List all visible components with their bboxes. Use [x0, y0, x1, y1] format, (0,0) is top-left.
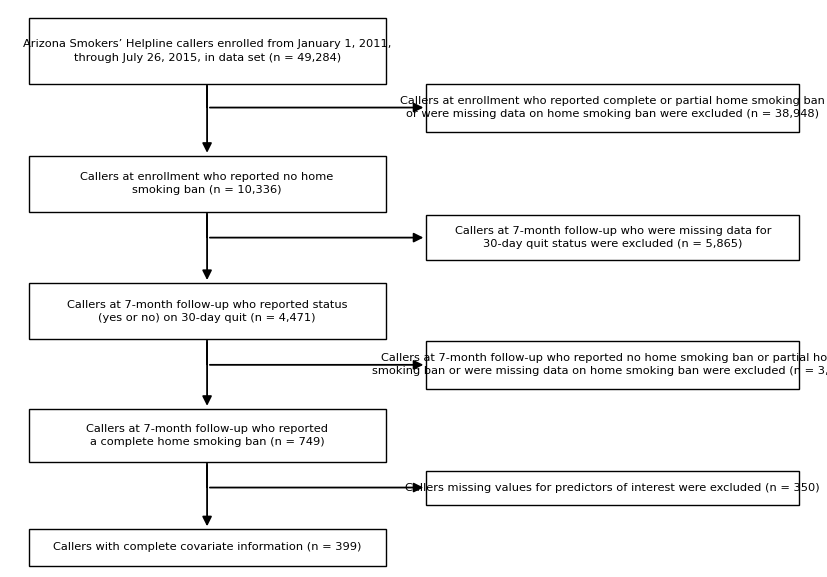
Bar	[28, 529, 385, 566]
Text: Callers at 7-month follow-up who were missing data for
30-day quit status were e: Callers at 7-month follow-up who were mi…	[454, 226, 770, 249]
Text: Callers missing values for predictors of interest were excluded (n = 350): Callers missing values for predictors of…	[405, 482, 819, 493]
Bar	[426, 341, 799, 389]
Bar	[426, 84, 799, 132]
Bar	[28, 156, 385, 212]
Text: Callers at 7-month follow-up who reported
a complete home smoking ban (n = 749): Callers at 7-month follow-up who reporte…	[86, 424, 327, 447]
Text: Callers at 7-month follow-up who reported no home smoking ban or partial home
sm: Callers at 7-month follow-up who reporte…	[371, 353, 827, 376]
Bar	[426, 471, 799, 504]
Bar	[28, 283, 385, 339]
Bar	[426, 215, 799, 260]
Text: Callers at enrollment who reported no home
smoking ban (n = 10,336): Callers at enrollment who reported no ho…	[80, 173, 333, 196]
Bar	[28, 18, 385, 84]
Bar	[28, 409, 385, 462]
Text: Callers at enrollment who reported complete or partial home smoking ban
or were : Callers at enrollment who reported compl…	[400, 96, 825, 119]
Text: Arizona Smokers’ Helpline callers enrolled from January 1, 2011,
through July 26: Arizona Smokers’ Helpline callers enroll…	[23, 39, 391, 63]
Text: Callers with complete covariate information (n = 399): Callers with complete covariate informat…	[53, 542, 361, 553]
Text: Callers at 7-month follow-up who reported status
(yes or no) on 30-day quit (n =: Callers at 7-month follow-up who reporte…	[67, 299, 347, 323]
